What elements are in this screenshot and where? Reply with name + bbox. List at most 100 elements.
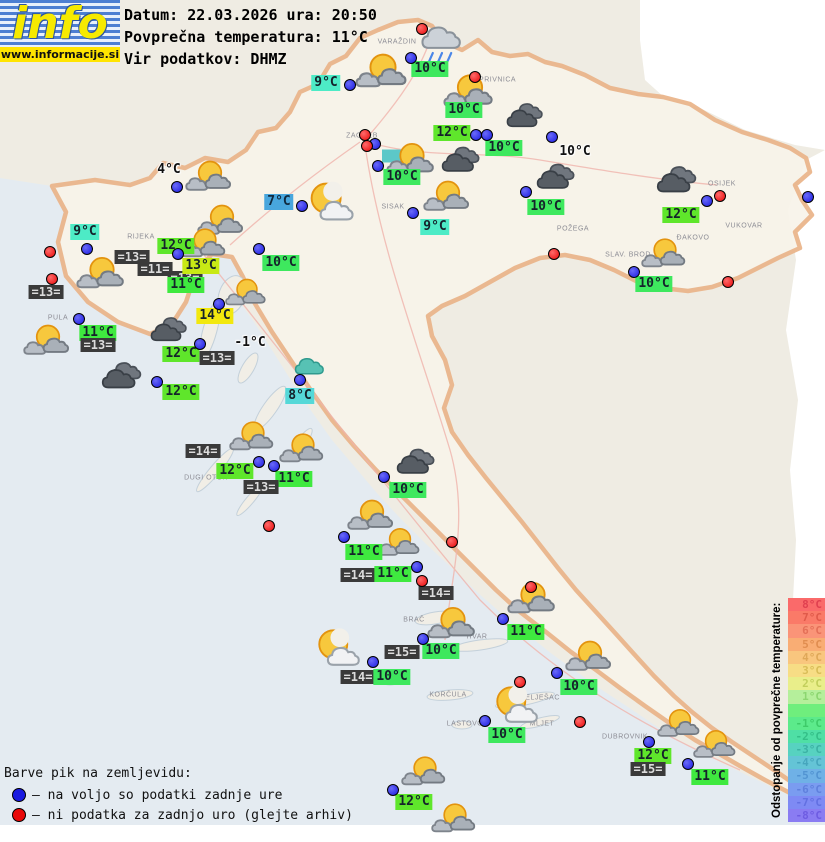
site-logo[interactable]: info: [0, 0, 120, 47]
header-date-line: Datum: 22.03.2026 ura: 20:50: [124, 6, 377, 24]
station-dot-blue[interactable]: [367, 656, 379, 668]
station-dot-blue[interactable]: [546, 131, 558, 143]
station-temperature-label: 11°C: [167, 277, 205, 293]
station-dot-blue[interactable]: [407, 207, 419, 219]
croatia-base-map: [0, 0, 825, 825]
station-dot-blue[interactable]: [81, 243, 93, 255]
sea-temperature-label: =14=: [185, 444, 221, 458]
station-dot-blue[interactable]: [378, 471, 390, 483]
map-city-label: VARAŽDIN: [377, 38, 417, 46]
moon-clouds-icon: [184, 159, 236, 201]
legend-item-text: – ni podatka za zadnjo uro (glejte arhiv…: [32, 807, 353, 823]
station-dot-blue[interactable]: [372, 160, 384, 172]
sea-temperature-label: =13=: [28, 285, 64, 299]
station-temperature-label: 14°C: [196, 308, 234, 324]
cloud-dark-icon: [534, 158, 580, 196]
scale-row: 1°C: [788, 690, 825, 704]
sea-temperature-label: =13=: [80, 338, 116, 352]
station-dot-red[interactable]: [722, 276, 734, 288]
station-dot-blue[interactable]: [701, 195, 713, 207]
map-city-label: VUKOVAR: [725, 222, 763, 230]
moon-clouds-icon: [228, 420, 278, 461]
map-city-label: PELJEŠAC: [520, 694, 560, 702]
map-city-label: DUBROVNIK: [601, 733, 649, 741]
sea-temperature-label: =14=: [340, 670, 376, 684]
station-dot-red[interactable]: [514, 676, 526, 688]
station-dot-blue[interactable]: [296, 200, 308, 212]
station-dot-blue[interactable]: [172, 248, 184, 260]
station-dot-red[interactable]: [44, 246, 56, 258]
dot-color-legend: Barve pik na zemljevidu: – na voljo so p…: [4, 766, 353, 825]
scale-row: -7°C: [788, 795, 825, 809]
station-dot-blue[interactable]: [253, 456, 265, 468]
station-dot-red[interactable]: [416, 23, 428, 35]
scale-row: -3°C: [788, 743, 825, 757]
moon-clouds-icon: [278, 432, 328, 473]
station-dot-blue[interactable]: [551, 667, 563, 679]
station-dot-blue[interactable]: [268, 460, 280, 472]
station-temperature-label: 12°C: [157, 238, 195, 254]
station-dot-red[interactable]: [361, 140, 373, 152]
station-dot-blue[interactable]: [253, 243, 265, 255]
map-city-label: BRAČ: [403, 616, 425, 624]
station-dot-blue[interactable]: [481, 129, 493, 141]
station-temperature-label: 11°C: [79, 325, 117, 341]
map-city-label: LASTOVO: [446, 720, 484, 728]
scale-row: -2°C: [788, 729, 825, 744]
station-dot-blue[interactable]: [479, 715, 491, 727]
station-dot-blue[interactable]: [417, 633, 429, 645]
moon-white-icon: [309, 627, 365, 672]
cloud-dark-icon: [439, 141, 485, 179]
site-logo-url[interactable]: www.informacije.si: [0, 47, 120, 62]
station-temperature-label: 12°C: [662, 207, 700, 223]
legend-red-dot-icon: [12, 808, 26, 822]
station-dot-blue[interactable]: [405, 52, 417, 64]
station-dot-blue[interactable]: [387, 784, 399, 796]
station-dot-blue[interactable]: [213, 298, 225, 310]
station-dot-blue[interactable]: [194, 338, 206, 350]
legend-blue-dot-icon: [12, 788, 26, 802]
station-dot-blue[interactable]: [73, 313, 85, 325]
station-temperature-label: 11°C: [275, 471, 313, 487]
station-temperature-label: 12°C: [162, 384, 200, 400]
station-dot-red[interactable]: [574, 716, 586, 728]
station-dot-blue[interactable]: [520, 186, 532, 198]
moon-clouds-icon: [422, 179, 474, 221]
station-dot-blue[interactable]: [344, 79, 356, 91]
station-dot-red[interactable]: [46, 273, 58, 285]
station-dot-blue[interactable]: [802, 191, 814, 203]
station-temperature-label: 10°C: [559, 144, 591, 159]
legend-item: – ni podatka za zadnjo uro (glejte arhiv…: [4, 805, 353, 825]
map-city-label: PULA: [47, 314, 69, 322]
station-dot-blue[interactable]: [338, 531, 350, 543]
station-dot-red[interactable]: [548, 248, 560, 260]
moon-white-icon: [487, 684, 543, 729]
station-dot-red[interactable]: [525, 581, 537, 593]
scale-row: -4°C: [788, 756, 825, 770]
station-dot-blue[interactable]: [628, 266, 640, 278]
scale-title: Odstopanje od povprečne temperature:: [771, 602, 783, 818]
cloud-dark-icon: [99, 356, 147, 395]
station-dot-blue[interactable]: [294, 374, 306, 386]
station-dot-red[interactable]: [263, 520, 275, 532]
cloud-dark-icon: [504, 98, 548, 134]
station-dot-blue[interactable]: [411, 561, 423, 573]
station-dot-blue[interactable]: [151, 376, 163, 388]
map-city-label: MLJET: [529, 720, 555, 728]
scale-row: -6°C: [788, 782, 825, 796]
scale-row: -8°C: [788, 809, 825, 823]
station-dot-blue[interactable]: [171, 181, 183, 193]
station-dot-red[interactable]: [446, 536, 458, 548]
moon-clouds-icon: [346, 498, 398, 540]
station-dot-blue[interactable]: [682, 758, 694, 770]
white-right-edge: [786, 150, 825, 700]
station-dot-red[interactable]: [714, 190, 726, 202]
station-dot-blue[interactable]: [643, 736, 655, 748]
station-dot-blue[interactable]: [497, 613, 509, 625]
station-dot-red[interactable]: [416, 575, 428, 587]
station-temperature-label: 13°C: [182, 258, 220, 274]
station-dot-red[interactable]: [469, 71, 481, 83]
sea-temperature-label: =14=: [418, 586, 454, 600]
moon-clouds-icon: [400, 755, 450, 796]
cloud-teal-icon: [293, 352, 327, 383]
